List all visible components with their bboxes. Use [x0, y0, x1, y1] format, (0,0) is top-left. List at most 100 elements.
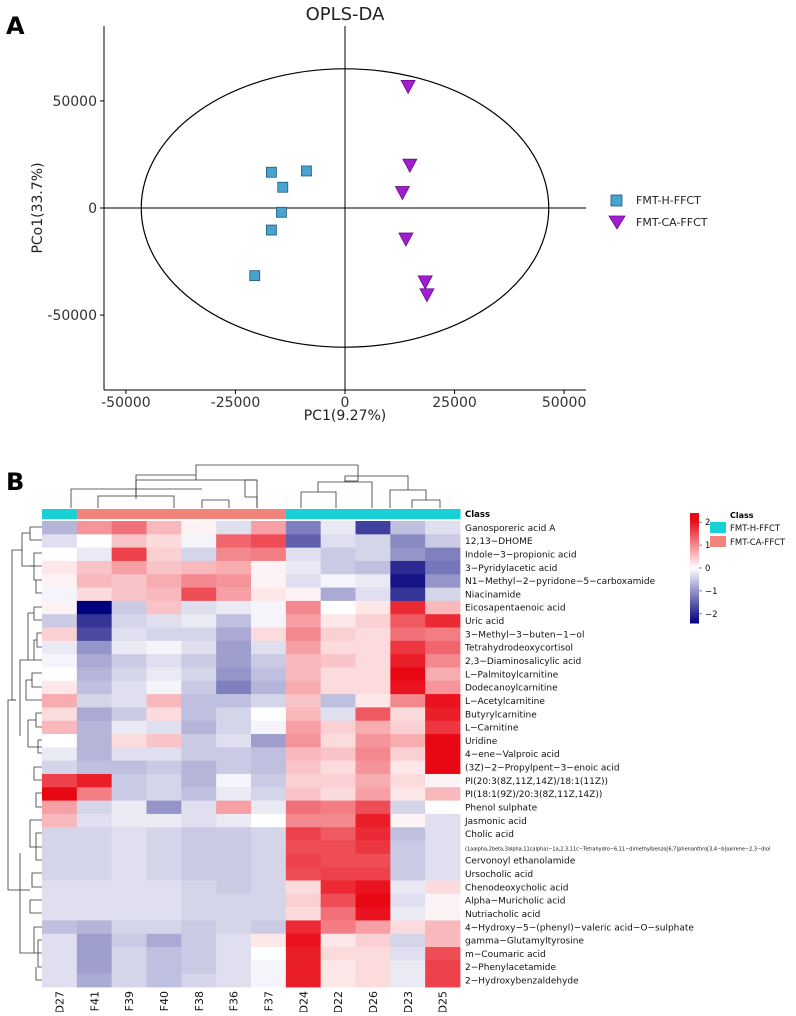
- heatmap-cell: [251, 747, 287, 762]
- heatmap-cell: [181, 667, 217, 682]
- heatmap-cell: [76, 747, 113, 762]
- metabolite-label: Phenol sulphate: [465, 803, 538, 813]
- heatmap-cell: [425, 960, 461, 975]
- heatmap-cell: [355, 521, 391, 535]
- legend-key-square: [610, 194, 623, 207]
- heatmap-cell: [42, 960, 78, 975]
- class-legend-swatch: [710, 536, 726, 547]
- heatmap-cell: [251, 800, 287, 815]
- heatmap-cell: [425, 640, 461, 655]
- heatmap-cell: [390, 614, 426, 628]
- metabolite-label: Indole−3−propionic acid: [465, 550, 577, 560]
- heatmap-cell: [146, 667, 182, 682]
- heatmap-cell: [251, 534, 287, 549]
- heatmap-cell: [425, 947, 461, 961]
- heatmap-cell: [390, 773, 426, 788]
- heatmap-cell: [111, 973, 147, 988]
- heatmap-cell: [146, 574, 182, 588]
- colorbar-segment: [690, 582, 699, 585]
- sample-labels: D27 F41 F39 F40 F38 F36 F37 D24 D22 D26 D23 D25: [53, 991, 449, 1013]
- heatmap-cell: [320, 787, 356, 801]
- heatmap-cell: [111, 893, 147, 908]
- heatmap-cell: [146, 853, 182, 868]
- heatmap-cell: [285, 667, 322, 682]
- heatmap-cell: [390, 893, 426, 908]
- metabolite-label: Ganosporeric acid A: [465, 524, 556, 534]
- heatmap-cell: [355, 747, 391, 762]
- heatmap-cell: [146, 734, 182, 748]
- heatmap-cell: [251, 574, 287, 588]
- heatmap-cell: [251, 813, 287, 828]
- heatmap-cell: [355, 893, 391, 908]
- heatmap-cell: [390, 694, 426, 708]
- heatmap-cell: [285, 707, 322, 722]
- metabolite-label: gamma−Glutamyltyrosine: [465, 937, 584, 947]
- colorbar-segment: [690, 514, 699, 518]
- heatmap-cell: [390, 720, 426, 735]
- colorbar-segment: [690, 588, 699, 591]
- heatmap-cell: [251, 787, 287, 801]
- heatmap-cell: [146, 707, 182, 722]
- class-bar-label: Class: [465, 510, 490, 520]
- colorbar-segment: [690, 601, 699, 604]
- colorbar-segment: [690, 527, 699, 530]
- heatmap-cell: [285, 773, 322, 788]
- heatmap-cell: [76, 734, 113, 748]
- heatmap-cell: [390, 627, 426, 642]
- heatmap-cell: [320, 840, 356, 855]
- opls-legend: FMT-H-FFCT FMT-CA-FFCT: [608, 194, 708, 230]
- heatmap-cell: [320, 893, 356, 908]
- heatmap-cell: [111, 614, 147, 628]
- metabolite-label: 2−Hydroxybenzaldehyde: [465, 977, 579, 987]
- heatmap-cell: [320, 667, 356, 682]
- heatmap-cell: [390, 560, 426, 575]
- heatmap-cell: [285, 574, 322, 588]
- heatmap-cell: [76, 973, 113, 988]
- heatmap-cell: [390, 707, 426, 722]
- colorbar-segment: [690, 564, 699, 567]
- heatmap-cell: [425, 880, 461, 895]
- heatmap-cell: [216, 574, 252, 588]
- heatmap-cell: [355, 947, 391, 961]
- heatmap-cell: [181, 680, 217, 695]
- heatmap-cell: [216, 947, 252, 961]
- colorbar-segment: [690, 580, 699, 584]
- confidence-ellipse-shape: [140, 68, 550, 348]
- heatmap-cell: [285, 654, 322, 668]
- metabolite-label: 3−Pyridylacetic acid: [465, 564, 557, 574]
- heatmap-cell: [111, 867, 147, 881]
- class-bar-cell: [216, 509, 252, 519]
- class-bar-cell: [42, 509, 78, 519]
- heatmap-cell: [285, 947, 322, 961]
- point-fmt-h-ffct: [249, 270, 261, 282]
- confidence-ellipse: [140, 68, 550, 348]
- heatmap-cell: [251, 893, 287, 908]
- heatmap-cell: [251, 840, 287, 855]
- heatmap-cell: [425, 587, 461, 602]
- colorbar-segment: [690, 542, 699, 545]
- heatmap-cell: [355, 853, 391, 868]
- heatmap-cell: [146, 680, 182, 695]
- heatmap-cell: [146, 840, 182, 855]
- heatmap-cell: [181, 521, 217, 535]
- heatmap-cell: [285, 587, 322, 602]
- heatmap-cell: [285, 640, 322, 655]
- heatmap-cell: [285, 813, 322, 828]
- colorbar-segment: [690, 573, 699, 576]
- heatmap-cell: [320, 587, 356, 602]
- heatmap-cell: [251, 547, 287, 562]
- colorbar-segment: [690, 621, 699, 624]
- class-bar-cell: [285, 509, 322, 519]
- heatmap-cell: [146, 893, 182, 908]
- colorbar-tick-label: −1: [705, 587, 718, 597]
- sample-label: D23: [402, 991, 415, 1012]
- heatmap-cell: [42, 600, 78, 615]
- heatmap-cell: [181, 654, 217, 668]
- heatmap-cell: [42, 800, 78, 815]
- heatmap-cell: [390, 867, 426, 881]
- heatmap-cell: [146, 521, 182, 535]
- heatmap-cell: [111, 574, 147, 588]
- class-legend-title: Class: [730, 511, 754, 520]
- heatmap-cell: [42, 787, 78, 801]
- heatmap-cell: [285, 933, 322, 948]
